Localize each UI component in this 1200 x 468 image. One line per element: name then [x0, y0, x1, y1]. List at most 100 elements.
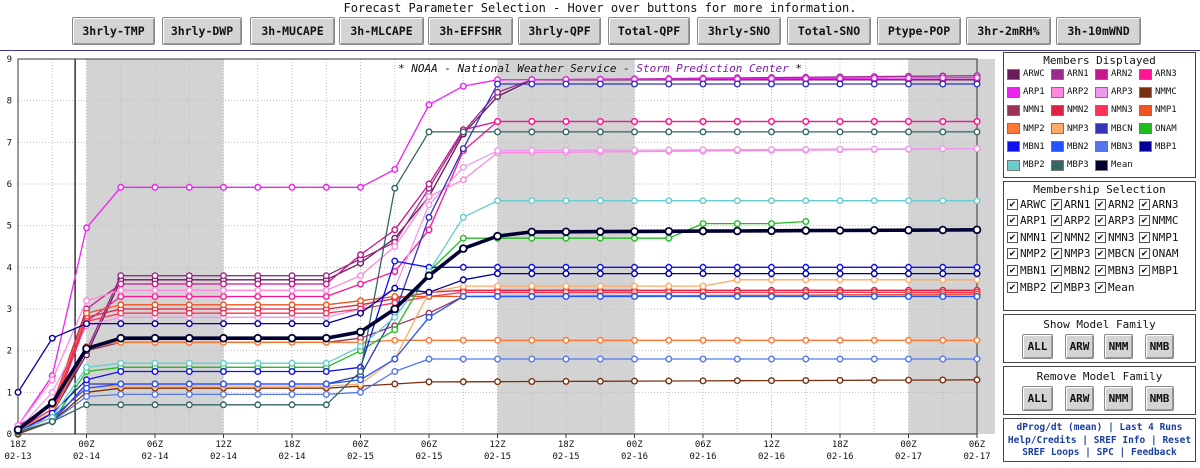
series-point-arp2[interactable] [391, 242, 399, 250]
series-point-arp1[interactable] [322, 183, 330, 191]
series-point-arp3[interactable] [631, 146, 639, 154]
series-point-mbn1[interactable] [562, 263, 570, 271]
series-point-arn3[interactable] [768, 117, 776, 125]
series-point-arp1[interactable] [973, 74, 981, 82]
param-button-3hrly-dwp[interactable]: 3hrly-DWP [162, 17, 242, 45]
series-point-arp1[interactable] [357, 183, 365, 191]
member-checkbox-nmp2[interactable]: ✔ NMP2 [1007, 246, 1047, 262]
sref-info-link[interactable]: SREF Info [1093, 434, 1146, 446]
show-family-arw-button[interactable]: ARW [1065, 334, 1094, 359]
checkbox-checked-icon[interactable]: ✔ [1139, 215, 1150, 227]
series-point-mbn1[interactable] [459, 263, 467, 271]
param-button-3hr-2mrh[interactable]: 3hr-2mRH% [966, 17, 1051, 45]
series-point-mbn2[interactable] [254, 380, 262, 388]
series-point-mbp2[interactable] [836, 197, 844, 205]
series-point-mbp2[interactable] [596, 197, 604, 205]
series-point-mbp3[interactable] [665, 128, 673, 136]
series-point-mbn3[interactable] [494, 355, 502, 363]
series-point-arp1[interactable] [82, 224, 90, 232]
member-checkbox-mbn2[interactable]: ✔ MBN2 [1051, 262, 1091, 278]
series-point-arn1[interactable] [254, 272, 262, 280]
series-point-mbn1[interactable] [151, 368, 159, 376]
series-point-arp2[interactable] [185, 286, 193, 294]
series-point-arp2[interactable] [117, 286, 125, 294]
series-point-arn1[interactable] [322, 272, 330, 280]
series-point-arp2[interactable] [82, 297, 90, 305]
series-point-arn3[interactable] [391, 267, 399, 275]
series-point-nmmc[interactable] [459, 378, 467, 386]
series-point-nmp3[interactable] [665, 282, 673, 290]
series-point-nmmc[interactable] [596, 377, 604, 385]
checkbox-checked-icon[interactable]: ✔ [1007, 215, 1018, 227]
series-point-mbcn[interactable] [494, 80, 502, 88]
series-point-mean[interactable] [356, 327, 365, 337]
series-point-nmmc[interactable] [768, 377, 776, 385]
series-point-onam[interactable] [631, 234, 639, 242]
series-point-arp3[interactable] [905, 145, 913, 153]
series-point-nmmc[interactable] [425, 378, 433, 386]
param-button-3h-mlcape[interactable]: 3h-MLCAPE [339, 17, 424, 45]
series-point-mbn1[interactable] [699, 263, 707, 271]
series-point-arn1[interactable] [117, 272, 125, 280]
series-point-mbn1[interactable] [185, 368, 193, 376]
series-point-mbn3[interactable] [768, 355, 776, 363]
series-point-nmn3[interactable] [151, 309, 159, 317]
series-point-arn2[interactable] [288, 280, 296, 288]
series-point-mbp2[interactable] [802, 197, 810, 205]
series-point-mbn3[interactable] [733, 355, 741, 363]
series-point-mean[interactable] [595, 227, 605, 236]
series-point-mbp2[interactable] [185, 359, 193, 367]
series-point-onam[interactable] [459, 234, 467, 242]
series-point-arp1[interactable] [802, 75, 810, 83]
series-point-onam[interactable] [665, 234, 673, 242]
checkbox-checked-icon[interactable]: ✔ [1007, 281, 1018, 293]
series-point-mbp1[interactable] [219, 320, 227, 328]
series-point-arp1[interactable] [391, 165, 399, 173]
param-button-3h-mucape[interactable]: 3h-MUCAPE [250, 17, 335, 45]
series-point-nmmc[interactable] [391, 380, 399, 388]
show-family-all-button[interactable]: ALL [1022, 334, 1053, 359]
series-point-mbp3[interactable] [151, 401, 159, 409]
checkbox-checked-icon[interactable]: ✔ [1007, 198, 1018, 210]
series-point-mbcn[interactable] [699, 80, 707, 88]
series-point-nmmc[interactable] [836, 376, 844, 384]
series-point-arp2[interactable] [357, 272, 365, 280]
series-point-mbn1[interactable] [973, 263, 981, 271]
remove-family-nmb-button[interactable]: NMB [1145, 386, 1174, 411]
series-point-arp3[interactable] [48, 388, 56, 396]
series-point-nmp1[interactable] [254, 301, 262, 309]
series-point-mbp3[interactable] [562, 128, 570, 136]
series-point-mbp3[interactable] [939, 128, 947, 136]
series-point-mbp1[interactable] [905, 270, 913, 278]
series-point-mbp2[interactable] [391, 313, 399, 321]
series-point-mbp3[interactable] [631, 128, 639, 136]
series-point-mbn2[interactable] [459, 292, 467, 300]
series-point-nmn3[interactable] [288, 309, 296, 317]
series-point-mbp2[interactable] [322, 359, 330, 367]
series-point-onam[interactable] [768, 220, 776, 228]
member-checkbox-arp2[interactable]: ✔ ARP2 [1051, 213, 1091, 229]
series-point-arn1[interactable] [151, 272, 159, 280]
series-point-mean[interactable] [561, 227, 571, 237]
series-point-arn3[interactable] [185, 292, 193, 300]
series-point-mbn3[interactable] [151, 390, 159, 398]
series-point-mbp2[interactable] [905, 197, 913, 205]
member-checkbox-mbcn[interactable]: ✔ MBCN [1095, 246, 1135, 262]
series-point-mbn3[interactable] [357, 388, 365, 396]
series-point-mean[interactable] [493, 231, 502, 241]
series-point-arn3[interactable] [254, 292, 262, 300]
series-point-arp3[interactable] [699, 146, 707, 154]
series-point-onam[interactable] [802, 217, 810, 225]
series-point-mbp3[interactable] [973, 128, 981, 136]
series-point-mbp1[interactable] [82, 320, 90, 328]
series-point-arn3[interactable] [528, 117, 536, 125]
series-point-mbp1[interactable] [973, 270, 981, 278]
series-point-mbp1[interactable] [425, 288, 433, 296]
series-point-nmmc[interactable] [665, 377, 673, 385]
series-point-mbp3[interactable] [185, 401, 193, 409]
series-point-nmp3[interactable] [905, 276, 913, 284]
series-point-mbp3[interactable] [48, 418, 56, 426]
series-point-mbp3[interactable] [288, 401, 296, 409]
series-point-arn2[interactable] [185, 280, 193, 288]
series-point-mean[interactable] [116, 333, 126, 343]
